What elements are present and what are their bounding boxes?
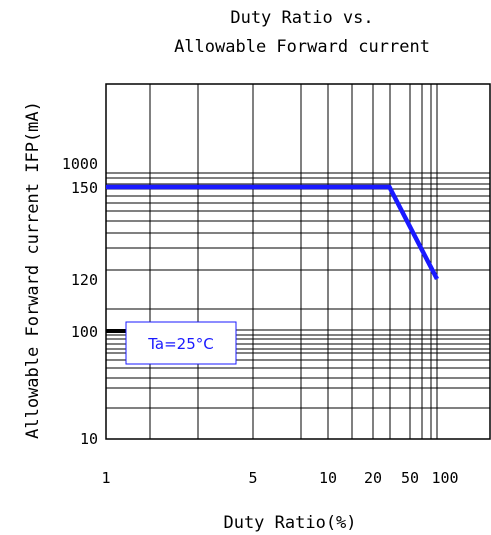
series-line [106, 184, 439, 281]
tick-labels: 1000 150 120 100 10 1 5 10 20 50 100 [62, 155, 459, 487]
annotation-text: Ta=25°C [147, 335, 214, 353]
y-tick-120: 120 [71, 271, 98, 289]
x-tick-5: 5 [248, 469, 257, 487]
x-tick-1: 1 [101, 469, 110, 487]
x-axis-label: Duty Ratio(%) [223, 513, 356, 533]
grid [106, 84, 490, 439]
y-tick-10: 10 [80, 430, 98, 448]
x-tick-20: 20 [364, 469, 382, 487]
annotation-box [125, 321, 237, 365]
y-tick-150: 150 [71, 179, 98, 197]
y-tick-100: 100 [71, 323, 98, 341]
x-tick-100: 100 [431, 469, 458, 487]
y-tick-1000: 1000 [62, 155, 98, 173]
chart-title-line-2: Allowable Forward current [174, 37, 430, 57]
x-tick-10: 10 [319, 469, 337, 487]
chart-title-line-1: Duty Ratio vs. [230, 8, 373, 28]
x-tick-50: 50 [401, 469, 419, 487]
y-axis-label: Allowable Forward current IFP(mA) [23, 101, 43, 439]
plot-frame [105, 83, 491, 440]
